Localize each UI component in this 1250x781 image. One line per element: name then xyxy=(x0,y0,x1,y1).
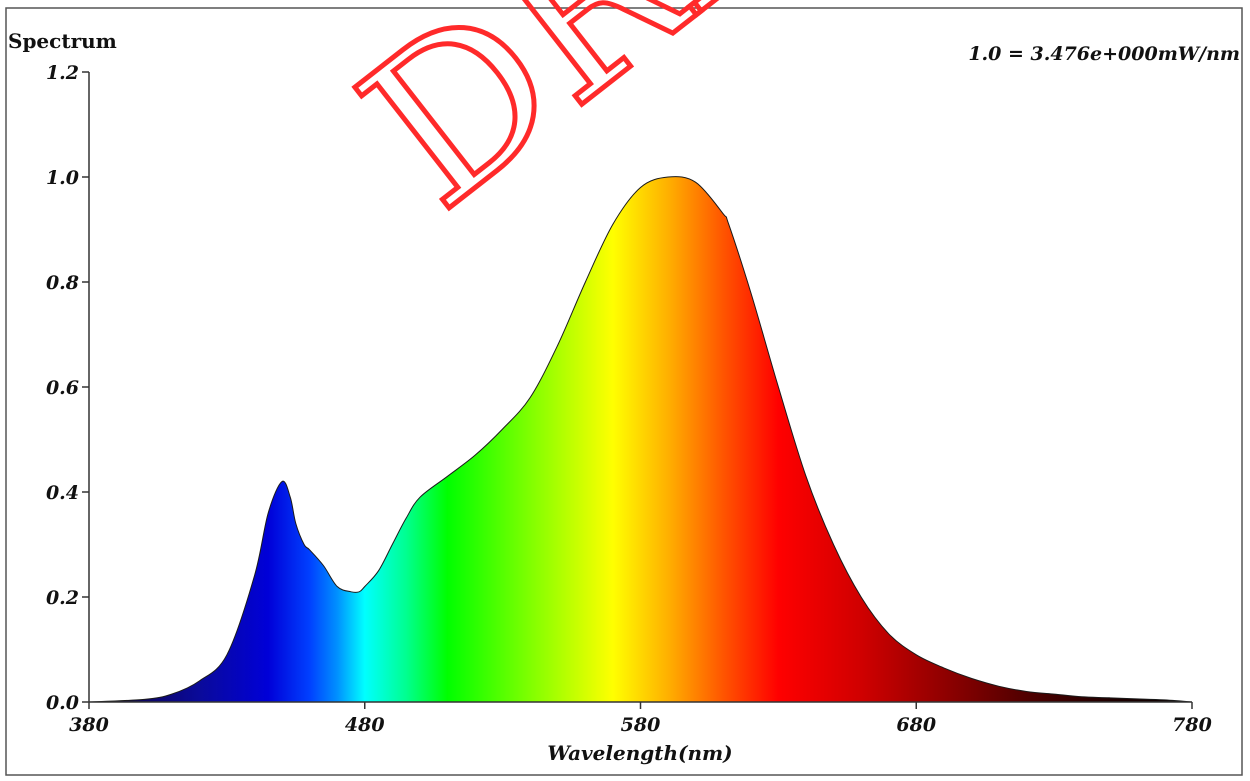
y-tick-label: 1.0 xyxy=(46,167,79,189)
x-tick-label: 580 xyxy=(621,714,661,736)
axes: 0.0 0.2 0.4 0.6 0.8 1.0 1.2 380 480 580 680 780 xyxy=(46,62,1212,736)
x-tick-label: 780 xyxy=(1172,714,1212,736)
x-tick-label: 680 xyxy=(896,714,936,736)
y-tick-label: 1.2 xyxy=(46,62,79,84)
x-tick-label: 480 xyxy=(345,714,385,736)
y-tick-label: 0.4 xyxy=(46,482,79,504)
x-tick-label: 380 xyxy=(69,714,109,736)
y-tick-label: 0.0 xyxy=(46,692,79,714)
y-tick-label: 0.6 xyxy=(46,377,79,399)
chart-title: Spectrum xyxy=(8,29,117,53)
y-tick-label: 0.2 xyxy=(46,587,79,609)
scale-note: 1.0 = 3.476e+000mW/nm xyxy=(968,43,1240,65)
y-tick-label: 0.8 xyxy=(46,272,79,294)
spectrum-area xyxy=(88,176,1193,703)
x-axis-label: Wavelength(nm) xyxy=(547,741,732,765)
plot-area xyxy=(88,176,1193,703)
